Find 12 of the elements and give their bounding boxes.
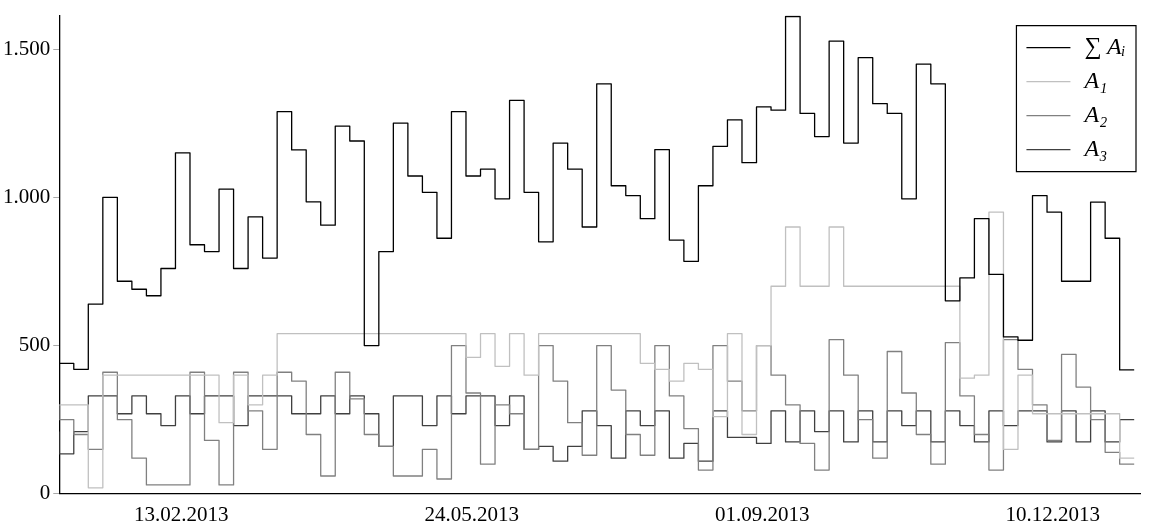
y-tick-label: 1.000 bbox=[3, 183, 51, 208]
legend-label: A₂ bbox=[1082, 100, 1108, 127]
legend-label: ∑ Aᵢ bbox=[1084, 32, 1126, 60]
legend-label: A₁ bbox=[1082, 66, 1108, 93]
y-tick-label: 1.500 bbox=[3, 35, 51, 60]
x-tick-label: 01.09.2013 bbox=[715, 501, 810, 526]
y-tick-label: 500 bbox=[18, 332, 51, 357]
x-tick-label: 10.12.2013 bbox=[1005, 501, 1101, 526]
x-tick-label: 24.05.2013 bbox=[424, 501, 520, 526]
x-tick-label: 13.02.2013 bbox=[134, 501, 229, 526]
y-tick-label: 0 bbox=[39, 480, 51, 505]
legend-label: A₃ bbox=[1082, 134, 1108, 161]
